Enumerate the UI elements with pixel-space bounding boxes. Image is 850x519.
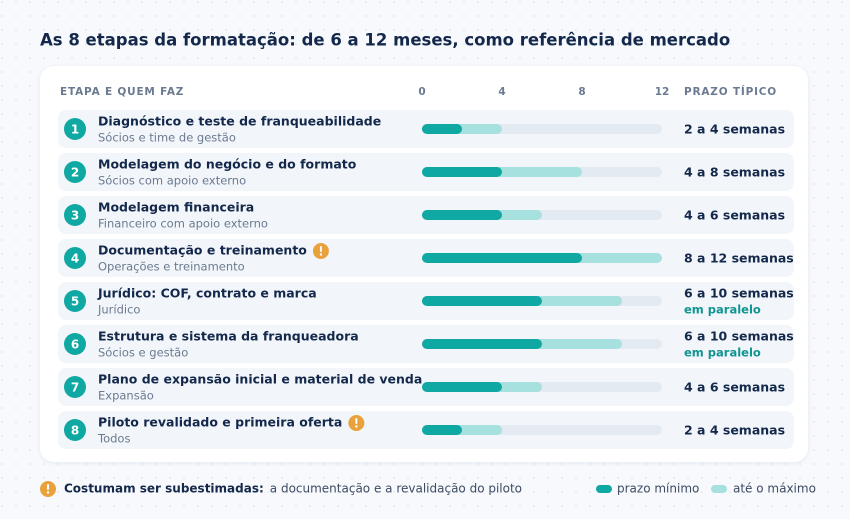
step-number: 8 — [71, 424, 79, 438]
duration-note: em paralelo — [684, 346, 761, 360]
legend-swatch — [596, 485, 612, 493]
bar-min — [422, 296, 542, 306]
warning-icon-mark — [355, 418, 358, 424]
warning-icon-mark — [47, 484, 49, 490]
stage-name: Modelagem do negócio e do formato — [98, 157, 357, 172]
step-number: 5 — [71, 295, 79, 309]
duration-label: 4 a 6 semanas — [684, 208, 785, 223]
step-number: 4 — [71, 252, 79, 266]
duration-label: 6 a 10 semanas — [684, 286, 794, 301]
step-number: 6 — [71, 338, 79, 352]
bar-min — [422, 167, 502, 177]
stage-name: Diagnóstico e teste de franqueabilidade — [98, 114, 381, 129]
step-badge — [64, 290, 86, 312]
warning-icon-mark — [319, 246, 322, 252]
step-badge — [64, 333, 86, 355]
step-number: 2 — [71, 166, 79, 180]
bar-min — [422, 339, 542, 349]
stage-owner: Sócios e time de gestão — [98, 131, 236, 145]
x-tick-label: 8 — [578, 86, 585, 98]
footnote-text: a documentação e a revalidação do piloto — [270, 482, 522, 496]
column-header: ETAPA E QUEM FAZ — [60, 86, 184, 98]
duration-note: em paralelo — [684, 303, 761, 317]
duration-label: 4 a 8 semanas — [684, 165, 785, 180]
step-badge — [64, 118, 86, 140]
x-tick-label: 4 — [498, 86, 505, 98]
warning-icon-mark — [355, 425, 358, 428]
duration-label: 4 a 6 semanas — [684, 380, 785, 395]
stage-name: Modelagem financeira — [98, 200, 254, 215]
stage-name: Estrutura e sistema da franqueadora — [98, 329, 359, 344]
step-badge — [64, 419, 86, 441]
duration-label: 8 a 12 semanas — [684, 251, 794, 266]
legend-label: prazo mínimo — [617, 482, 699, 496]
duration-label: 6 a 10 semanas — [684, 329, 794, 344]
x-tick-label: 0 — [418, 86, 425, 98]
stage-owner: Todos — [97, 432, 130, 446]
stage-name: Jurídico: COF, contrato e marca — [97, 286, 317, 301]
step-badge — [64, 161, 86, 183]
duration-label: 2 a 4 semanas — [684, 122, 785, 137]
stage-owner: Jurídico — [97, 303, 140, 317]
stage-name: Piloto revalidado e primeira oferta — [98, 415, 342, 430]
column-header: PRAZO TÍPICO — [684, 85, 777, 98]
step-badge — [64, 376, 86, 398]
stage-name: Plano de expansão inicial e material de … — [98, 372, 422, 387]
stage-owner: Sócios e gestão — [98, 346, 188, 360]
warning-icon-mark — [46, 491, 50, 494]
stage-owner: Operações e treinamento — [98, 260, 245, 274]
footnote-label: Costumam ser subestimadas: — [64, 482, 264, 496]
warning-icon-mark — [319, 253, 323, 256]
x-tick-label: 12 — [655, 86, 670, 98]
step-badge — [64, 204, 86, 226]
legend-swatch — [711, 485, 727, 493]
bar-min — [422, 210, 502, 220]
step-badge — [64, 247, 86, 269]
step-number: 1 — [71, 123, 79, 137]
bar-min — [422, 124, 462, 134]
bar-min — [422, 382, 502, 392]
bar-min — [422, 425, 462, 435]
legend-label: até o máximo — [733, 482, 816, 496]
chart-title: As 8 etapas da formatação: de 6 a 12 mes… — [40, 31, 730, 50]
stage-owner: Sócios com apoio externo — [98, 174, 246, 188]
stage-name: Documentação e treinamento — [98, 243, 307, 258]
stage-owner: Expansão — [98, 389, 154, 403]
step-number: 3 — [71, 209, 79, 223]
duration-label: 2 a 4 semanas — [684, 423, 785, 438]
stage-owner: Financeiro com apoio externo — [98, 217, 268, 231]
bar-min — [422, 253, 582, 263]
step-number: 7 — [71, 381, 79, 395]
